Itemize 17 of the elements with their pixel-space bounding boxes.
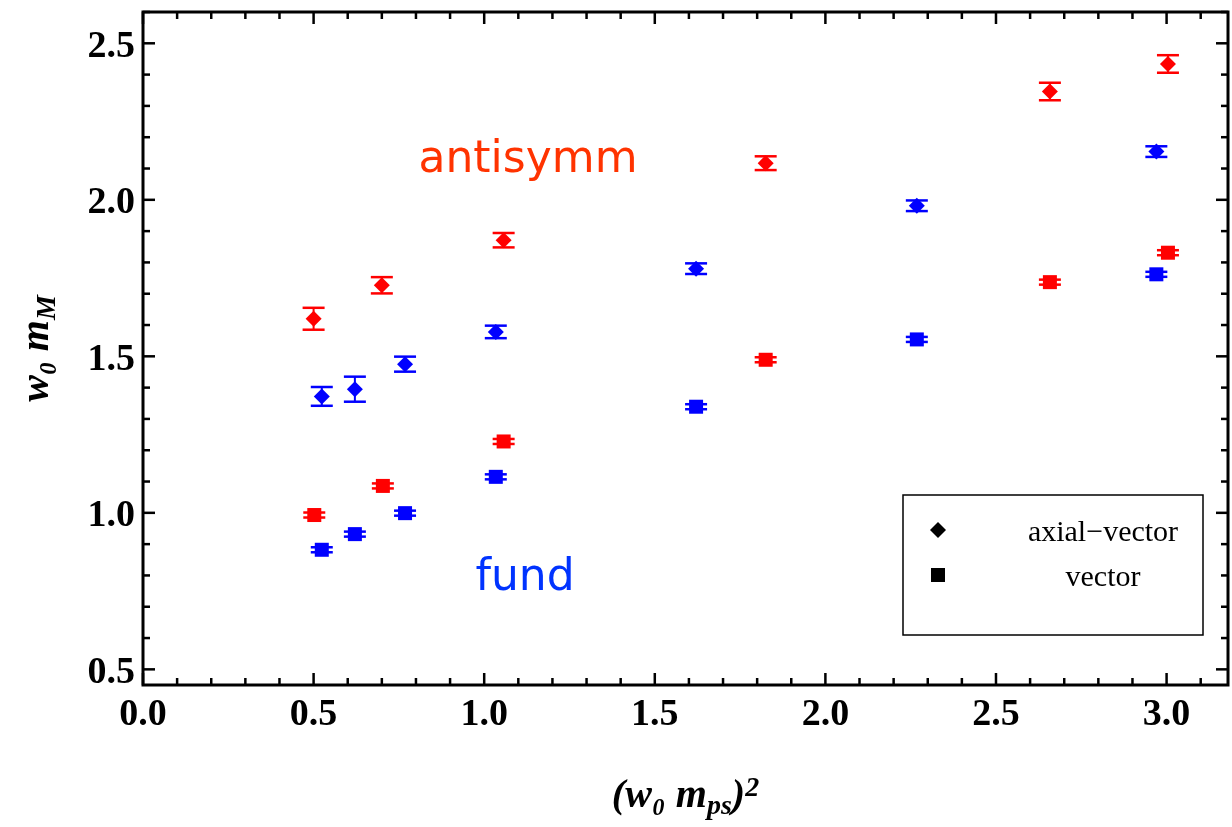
x-tick-label: 2.5 xyxy=(972,691,1020,733)
x-axis-title: (w₀ m$_{ps}$)$^{2}$ xyxy=(611,770,760,820)
annotation: antisymm xyxy=(418,131,638,182)
x-tick-label: 0.0 xyxy=(119,691,167,733)
annotation: axial−vector xyxy=(1027,513,1179,547)
y-tick-label: 0.5 xyxy=(87,648,135,691)
x-tick-label: 0.5 xyxy=(289,691,338,733)
x-tick-label: 1.5 xyxy=(631,691,679,733)
annotation: vector xyxy=(1065,558,1141,592)
y-tick-label: 2.5 xyxy=(87,22,135,65)
x-tick-label: 3.0 xyxy=(1142,691,1191,733)
y-tick-label: 1.5 xyxy=(87,335,135,378)
annotation: fund xyxy=(475,549,575,600)
y-tick-label: 1.0 xyxy=(87,492,135,535)
x-tick-label: 1.0 xyxy=(460,691,508,733)
y-tick-label: 2.0 xyxy=(87,179,135,222)
x-tick-label: 2.0 xyxy=(801,691,850,733)
